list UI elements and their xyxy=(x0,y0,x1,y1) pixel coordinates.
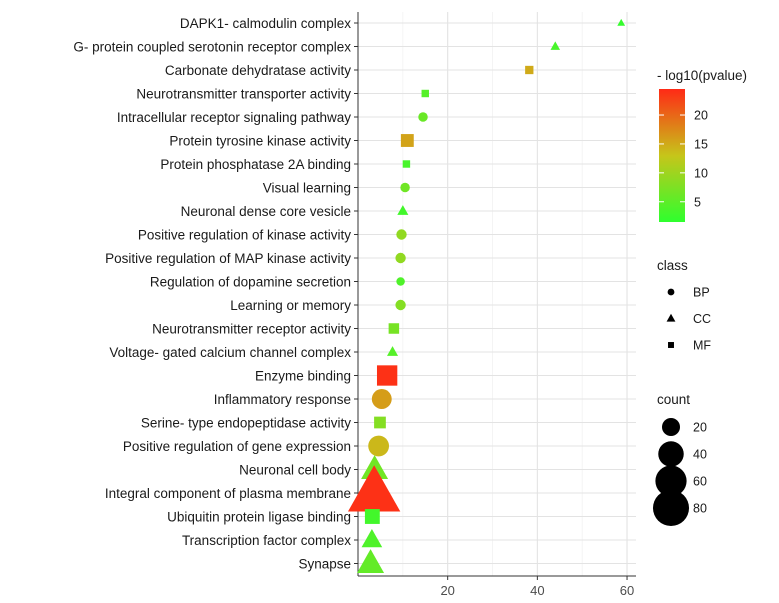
data-point xyxy=(395,299,406,311)
data-point xyxy=(400,182,410,193)
data-point xyxy=(400,134,414,147)
data-point xyxy=(397,205,409,215)
color-legend-title: - log10(pvalue) xyxy=(657,68,747,83)
count-legend-label: 40 xyxy=(693,448,707,462)
data-points xyxy=(347,18,626,574)
colorbar-tick-label: 20 xyxy=(694,109,708,123)
plot-panel xyxy=(357,12,636,577)
data-point xyxy=(421,89,429,98)
class-legend-key xyxy=(667,288,675,296)
data-point xyxy=(388,323,400,334)
class-legend-label: MF xyxy=(693,339,711,353)
class-legend-key xyxy=(668,342,674,348)
data-point xyxy=(364,509,380,524)
data-point xyxy=(376,365,398,386)
data-point xyxy=(357,549,385,574)
data-point xyxy=(361,529,383,548)
y-tick-label: Ubiquitin protein ligase binding xyxy=(167,509,351,524)
x-tick-label: 40 xyxy=(530,583,544,598)
class-legend: class BP CC MF xyxy=(657,258,711,353)
data-point xyxy=(374,416,386,429)
count-legend-key xyxy=(658,441,684,467)
data-point xyxy=(368,435,390,457)
y-tick-label: Neurotransmitter receptor activity xyxy=(152,321,351,336)
y-tick-label: Synapse xyxy=(298,556,351,571)
count-legend-key xyxy=(655,465,687,497)
colorbar-tick-label: 5 xyxy=(694,195,701,209)
panel-background xyxy=(358,12,636,576)
y-tick-label: Neuronal cell body xyxy=(239,462,351,477)
data-point xyxy=(525,65,534,75)
y-tick-label: Protein tyrosine kinase activity xyxy=(169,133,351,148)
data-point xyxy=(617,18,626,26)
data-point xyxy=(396,277,405,286)
colorbar xyxy=(659,89,685,222)
y-tick-label: Positive regulation of gene expression xyxy=(123,439,351,454)
y-tick-label: Voltage- gated calcium channel complex xyxy=(109,345,351,360)
data-point xyxy=(550,41,561,50)
y-tick-label: Neurotransmitter transporter activity xyxy=(136,86,351,101)
class-legend-label: BP xyxy=(693,286,710,300)
count-legend-label: 20 xyxy=(693,421,707,435)
y-tick-label: Neuronal dense core vesicle xyxy=(181,204,351,219)
x-axis: 20 40 60 xyxy=(440,576,634,598)
class-legend-label: CC xyxy=(693,312,711,326)
y-tick-label: Visual learning xyxy=(263,180,351,195)
data-point xyxy=(347,465,401,512)
y-tick-label: Enzyme binding xyxy=(255,368,351,383)
data-point xyxy=(395,252,406,264)
colorbar-tick-label: 10 xyxy=(694,166,708,180)
y-tick-label: Regulation of dopamine secretion xyxy=(150,274,351,289)
data-point xyxy=(402,160,411,168)
y-tick-label: Intracellular receptor signaling pathway xyxy=(117,110,351,125)
x-tick-label: 20 xyxy=(440,583,454,598)
data-point xyxy=(396,229,407,240)
y-axis: DAPK1- calmodulin complex G- protein coup… xyxy=(73,16,358,571)
count-legend-label: 60 xyxy=(693,475,707,489)
y-tick-label: G- protein coupled serotonin receptor co… xyxy=(73,39,351,54)
data-point xyxy=(418,112,428,122)
count-legend-label: 80 xyxy=(693,502,707,516)
data-point xyxy=(371,389,392,409)
y-tick-label: Protein phosphatase 2A binding xyxy=(160,157,351,172)
y-tick-label: DAPK1- calmodulin complex xyxy=(180,16,351,31)
colorbar-tick-label: 15 xyxy=(694,137,708,151)
color-legend: - log10(pvalue) 5 10 15 20 xyxy=(657,68,747,222)
y-tick-label: Positive regulation of kinase activity xyxy=(138,227,351,242)
count-legend-key xyxy=(661,417,681,437)
y-tick-label: Inflammatory response xyxy=(214,392,351,407)
x-tick-label: 60 xyxy=(620,583,634,598)
count-legend-key xyxy=(652,489,690,527)
y-tick-label: Integral component of plasma membrane xyxy=(105,486,351,501)
y-tick-label: Learning or memory xyxy=(230,298,351,313)
y-tick-label: Serine- type endopeptidase activity xyxy=(141,415,351,430)
class-legend-key xyxy=(666,313,676,322)
y-tick-label: Carbonate dehydratase activity xyxy=(165,63,351,78)
y-tick-label: Transcription factor complex xyxy=(182,533,351,548)
class-legend-title: class xyxy=(657,258,688,273)
count-legend-title: count xyxy=(657,392,690,407)
y-tick-label: Positive regulation of MAP kinase activi… xyxy=(105,251,351,266)
data-point xyxy=(387,346,399,356)
